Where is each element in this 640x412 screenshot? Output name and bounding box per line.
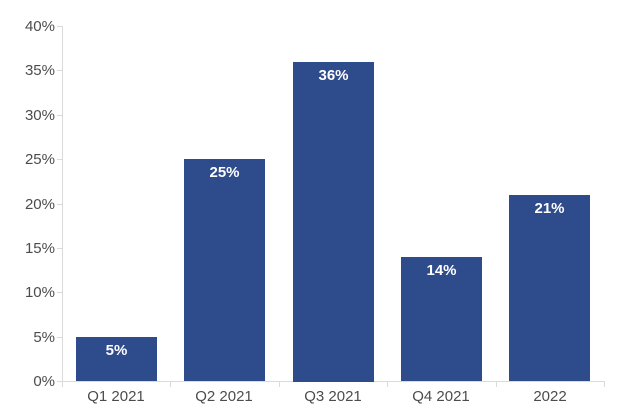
bar-value-label: 21%: [534, 200, 565, 217]
y-axis-tick: [57, 26, 62, 27]
y-axis-tick-label: 15%: [24, 240, 55, 257]
y-axis-tick-label: 0%: [33, 373, 55, 390]
y-axis-tick: [57, 115, 62, 116]
y-axis-tick-label: 35%: [24, 62, 55, 79]
bar-value-label: 25%: [209, 164, 240, 181]
y-axis-tick-label: 20%: [24, 196, 55, 213]
y-axis-tick: [57, 159, 62, 160]
bar-q1-2021: [76, 337, 157, 381]
bar-value-label: 5%: [105, 342, 128, 359]
bar-value-label: 36%: [318, 67, 349, 84]
bar-2022: [509, 195, 590, 381]
y-axis-tick: [57, 248, 62, 249]
y-axis-tick: [57, 381, 62, 382]
bar-q2-2021: [184, 159, 265, 381]
x-axis-category-label: Q2 2021: [195, 388, 253, 405]
y-axis-tick-label: 5%: [33, 329, 55, 346]
y-axis-tick-label: 30%: [24, 107, 55, 124]
y-axis-tick: [57, 204, 62, 205]
y-axis-tick-label: 40%: [24, 18, 55, 35]
y-axis-tick-label: 10%: [24, 284, 55, 301]
x-axis-category-label: Q4 2021: [412, 388, 470, 405]
x-axis-tick: [496, 382, 497, 387]
bar-q4-2021: [401, 257, 482, 381]
bar-value-label: 14%: [426, 262, 457, 279]
x-axis-tick: [170, 382, 171, 387]
y-axis-line: [62, 26, 63, 381]
x-axis-tick: [279, 382, 280, 387]
x-axis-tick: [387, 382, 388, 387]
y-axis-tick: [57, 292, 62, 293]
x-axis-category-label: Q3 2021: [304, 388, 362, 405]
x-axis-category-label: 2022: [533, 388, 567, 405]
x-axis-tick: [604, 382, 605, 387]
x-axis-tick: [62, 382, 63, 387]
y-axis-tick-label: 25%: [24, 151, 55, 168]
bar-q3-2021: [293, 62, 374, 382]
y-axis-tick: [57, 337, 62, 338]
x-axis-category-label: Q1 2021: [87, 388, 145, 405]
y-axis-tick: [57, 70, 62, 71]
